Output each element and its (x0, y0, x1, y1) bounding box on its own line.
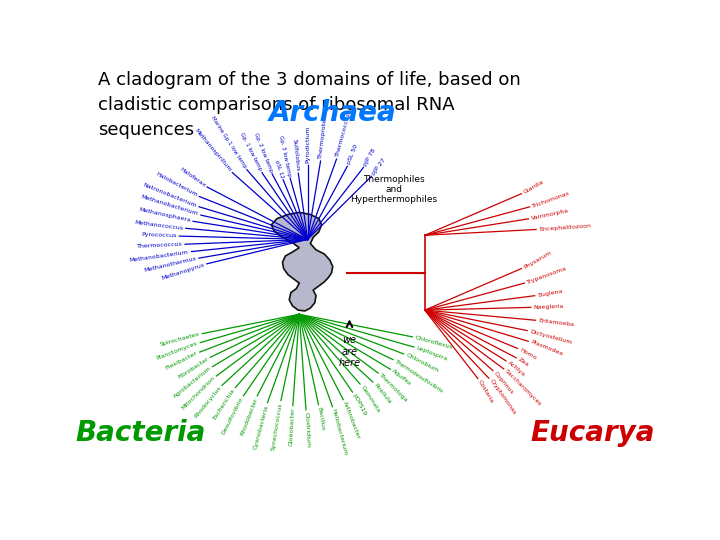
Text: Naegleria: Naegleria (534, 303, 564, 310)
Text: Methanococcus: Methanococcus (134, 220, 184, 231)
Text: A cladogram of the 3 domains of life, based on
cladistic comparisons of ribosoma: A cladogram of the 3 domains of life, ba… (99, 71, 521, 139)
Text: Methanobacterium: Methanobacterium (130, 249, 189, 262)
Text: Eucarya: Eucarya (530, 419, 654, 447)
Text: Costaria: Costaria (477, 379, 495, 404)
Text: Methanobacterium: Methanobacterium (140, 194, 199, 217)
Text: Planctomyces: Planctomyces (156, 341, 199, 361)
Text: Pyrodictium: Pyrodictium (305, 125, 310, 163)
Text: Saccharomyces: Saccharomyces (504, 369, 542, 407)
Text: Heliobacterium: Heliobacterium (330, 408, 348, 456)
Text: Achlya: Achlya (507, 360, 526, 377)
Text: Fibrobacter: Fibrobacter (176, 356, 210, 380)
Text: Trypanosoma: Trypanosoma (526, 266, 567, 285)
Text: Aquifex: Aquifex (391, 369, 413, 387)
Text: pJP 78: pJP 78 (363, 147, 377, 167)
Text: Zea: Zea (517, 357, 530, 368)
Text: Sulfolobus: Sulfolobus (292, 139, 300, 172)
Text: Vairimorpha: Vairimorpha (531, 208, 570, 221)
Text: Thermococcus: Thermococcus (335, 112, 351, 158)
Text: pOPS19: pOPS19 (351, 393, 367, 417)
Text: Thermotoga: Thermotoga (379, 373, 409, 403)
Text: pJP 27: pJP 27 (371, 158, 387, 176)
Text: Rhodobacter: Rhodobacter (240, 397, 258, 436)
Text: Spirochaetes: Spirochaetes (159, 332, 200, 347)
Text: Natronobacterium: Natronobacterium (142, 182, 197, 208)
Text: Coprinus: Coprinus (492, 370, 515, 395)
Text: Cyanobacteria: Cyanobacteria (253, 404, 269, 450)
Text: Pyrococcus: Pyrococcus (141, 232, 176, 239)
Text: Thermophiles
and
Hyperthermophiles: Thermophiles and Hyperthermophiles (351, 174, 438, 205)
Text: Chlorobium: Chlorobium (405, 353, 440, 374)
Text: pSL 50: pSL 50 (346, 144, 359, 165)
Text: Methanothermus: Methanothermus (143, 256, 197, 273)
Text: Thermococcus: Thermococcus (136, 242, 182, 249)
Text: Clostridium: Clostridium (304, 411, 310, 448)
Text: Cryptomonas: Cryptomonas (488, 379, 517, 416)
Text: Gp. 3 low temp: Gp. 3 low temp (279, 134, 292, 177)
Text: Gp. 1 low temp: Gp. 1 low temp (240, 132, 263, 172)
Text: Dictyostelium: Dictyostelium (529, 329, 572, 345)
Text: Homo: Homo (518, 347, 537, 361)
Text: Euglena: Euglena (537, 288, 563, 298)
Text: Leptospira: Leptospira (415, 346, 449, 362)
Text: Halobacterium: Halobacterium (155, 172, 198, 198)
Text: Methanospirillum: Methanospirillum (194, 127, 233, 173)
Text: Gp. 2 low temp: Gp. 2 low temp (253, 132, 274, 173)
Text: Encephalitozoon: Encephalitozoon (539, 223, 591, 232)
Text: Mitochondrion: Mitochondrion (181, 376, 216, 411)
Text: Thermoproteus: Thermoproteus (318, 111, 329, 159)
Text: Rhodocyclus: Rhodocyclus (193, 386, 222, 420)
Text: Flexibacter: Flexibacter (165, 351, 199, 371)
Text: Methanosphaera: Methanosphaera (138, 207, 191, 224)
Text: Escherichia: Escherichia (212, 388, 236, 421)
Text: Thermodesulfovibrio: Thermodesulfovibrio (394, 359, 444, 394)
Text: pSL 12: pSL 12 (274, 159, 284, 179)
Text: Entamoeba: Entamoeba (538, 318, 575, 327)
Text: Bacteria: Bacteria (75, 419, 205, 447)
Text: Pirellula: Pirellula (373, 382, 392, 404)
Text: Archaea: Archaea (269, 99, 397, 126)
Text: Chloroflexus: Chloroflexus (415, 335, 454, 350)
Text: Haloferax: Haloferax (179, 166, 206, 188)
Text: Agrobacterium: Agrobacterium (172, 366, 212, 400)
Text: we
are
here: we are here (338, 335, 361, 368)
Text: Plasmodea: Plasmodea (530, 340, 564, 357)
Text: Physarum: Physarum (523, 249, 552, 269)
Text: Bacillus: Bacillus (316, 406, 325, 431)
Text: Methanopyrus: Methanopyrus (161, 262, 205, 281)
Text: Giardia: Giardia (523, 179, 545, 195)
Text: Marine Gp.1 low temp: Marine Gp.1 low temp (210, 116, 248, 170)
Text: Desulfovibrio: Desulfovibrio (221, 396, 245, 436)
Text: Synechococcus: Synechococcus (271, 402, 283, 451)
Text: Arthrobacter: Arthrobacter (342, 401, 361, 440)
Polygon shape (271, 212, 333, 311)
Text: Gemmata: Gemmata (359, 384, 381, 413)
Text: Trichomonas: Trichomonas (531, 190, 571, 208)
Text: Gloeobacter: Gloeobacter (288, 408, 295, 447)
